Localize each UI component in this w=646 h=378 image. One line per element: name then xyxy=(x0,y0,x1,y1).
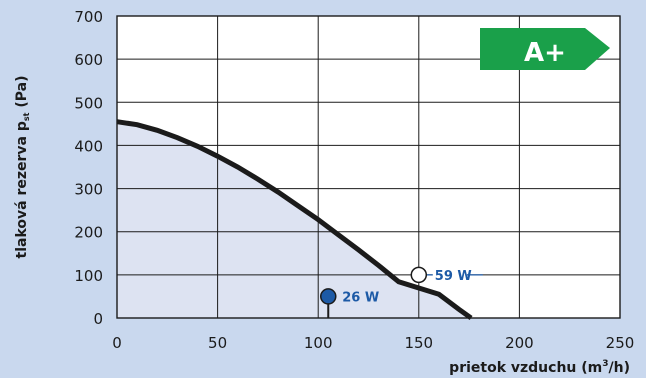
y-axis-label-end: (Pa) xyxy=(14,76,30,113)
x-tick-label-0: 0 xyxy=(112,334,122,352)
y-tick-label-6: 600 xyxy=(74,51,103,69)
energy-badge: A+ xyxy=(480,28,610,70)
plot-frame xyxy=(116,15,621,319)
x-tick-label-5: 250 xyxy=(606,334,635,352)
markers: 26 W 59 W xyxy=(320,265,483,318)
y-axis-label-sub: st xyxy=(22,112,31,121)
x-tick-label-2: 100 xyxy=(304,334,333,352)
x-axis-label-end: /h) xyxy=(609,360,630,376)
marker-point-1 xyxy=(410,266,428,284)
y-tick-label-0: 0 xyxy=(93,310,103,328)
x-axis-label-sup: 3 xyxy=(602,359,608,369)
marker-label-0: 26 W xyxy=(342,290,379,305)
pressure-curve xyxy=(116,119,473,321)
y-tick-label-3: 300 xyxy=(74,181,103,199)
x-axis-label: prietok vzduchu (m3/h) xyxy=(449,359,630,376)
energy-class-badge-shape xyxy=(480,28,610,70)
x-tick-label-4: 200 xyxy=(505,334,534,352)
y-tick-label-4: 400 xyxy=(74,137,103,155)
x-axis-label-main: prietok vzduchu (m xyxy=(449,360,602,376)
y-tick-label-7: 700 xyxy=(74,8,103,26)
y-tick-label-5: 500 xyxy=(74,94,103,112)
energy-class-label: A+ xyxy=(524,38,566,68)
x-tick-label-3: 150 xyxy=(404,334,433,352)
marker-point-0 xyxy=(320,288,337,305)
y-axis-label: tlaková rezerva pst (Pa) xyxy=(14,76,31,259)
y-axis-label-main: tlaková rezerva p xyxy=(14,121,30,258)
marker-label-1: 59 W xyxy=(435,269,472,284)
x-tick-label-1: 50 xyxy=(208,334,227,352)
y-tick-label-1: 100 xyxy=(74,267,103,285)
y-tick-labels: 0 100 200 300 400 500 600 700 xyxy=(74,8,103,328)
y-tick-label-2: 200 xyxy=(74,224,103,242)
x-tick-labels: 0 50 100 150 200 250 xyxy=(112,334,634,352)
marker-label-bg-1 xyxy=(432,265,467,284)
